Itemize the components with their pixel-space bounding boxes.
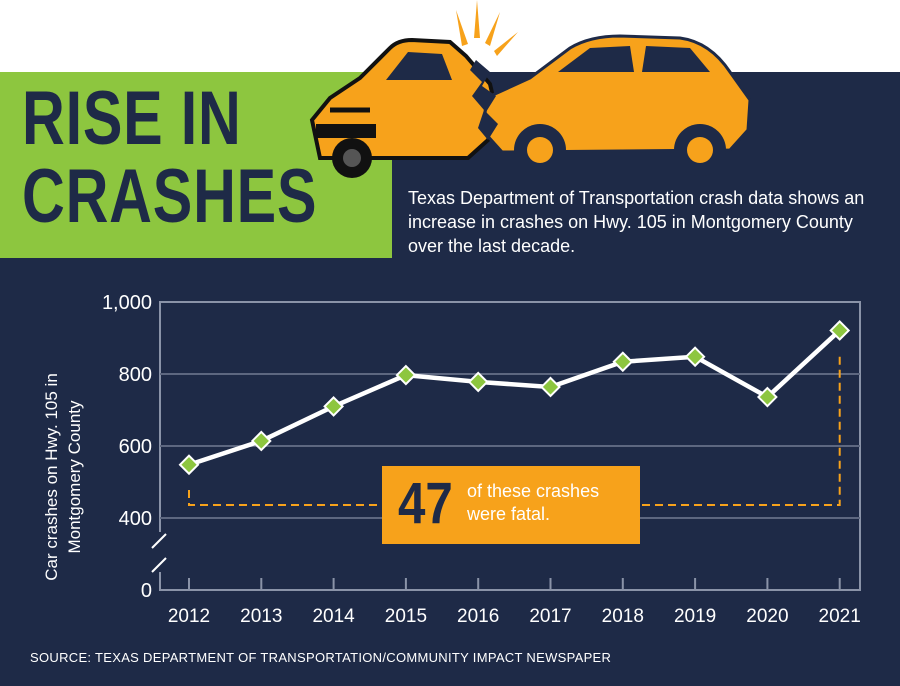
axis-break-mark [151, 533, 167, 549]
y-tick-label: 600 [119, 436, 152, 458]
axis-break-mark [151, 557, 167, 573]
x-tick-label: 2016 [457, 606, 499, 627]
data-point [540, 376, 561, 398]
x-tick-label: 2021 [819, 606, 861, 627]
headline-line-2: CRASHES [22, 154, 318, 239]
data-point [178, 454, 200, 476]
crumple-zone [470, 60, 498, 140]
axis-break-gap [154, 532, 166, 572]
y-tick-label: 1,000 [102, 292, 152, 314]
data-point [250, 430, 272, 452]
x-tick-label: 2018 [602, 606, 644, 627]
x-tick-label: 2015 [385, 606, 427, 627]
headline-line-1: RISE IN [22, 76, 242, 161]
right-car-icon [482, 34, 752, 176]
data-point [323, 395, 345, 417]
fatal-crashes-number: 47 [398, 471, 453, 536]
y-tick-label: 800 [119, 364, 152, 386]
fatal-crashes-text: of these crashes were fatal. [467, 481, 600, 524]
intro-text: Texas Department of Transportation crash… [408, 188, 865, 256]
x-tick-label: 2012 [168, 606, 210, 627]
headline: RISE IN CRASHES [22, 80, 317, 236]
y-tick-label: 0 [141, 580, 152, 602]
y-tick-label: 400 [119, 508, 152, 530]
source-note: SOURCE: TEXAS DEPARTMENT OF TRANSPORTATI… [30, 650, 612, 665]
data-point [612, 351, 634, 373]
data-point [829, 320, 851, 341]
data-point [467, 371, 489, 393]
x-tick-label: 2013 [240, 606, 282, 627]
x-tick-label: 2020 [746, 606, 788, 627]
x-tick-label: 2017 [529, 606, 571, 627]
data-point [684, 346, 706, 368]
data-point [756, 386, 778, 408]
impact-spikes [456, 0, 518, 56]
fatal-crashes-callout: 47 of these crashes were fatal. [382, 466, 640, 544]
x-tick-label: 2019 [674, 606, 716, 627]
data-point [395, 364, 417, 386]
series-line [188, 328, 842, 467]
car-crash-illustration [309, 0, 752, 178]
x-tick-label: 2014 [312, 606, 355, 627]
